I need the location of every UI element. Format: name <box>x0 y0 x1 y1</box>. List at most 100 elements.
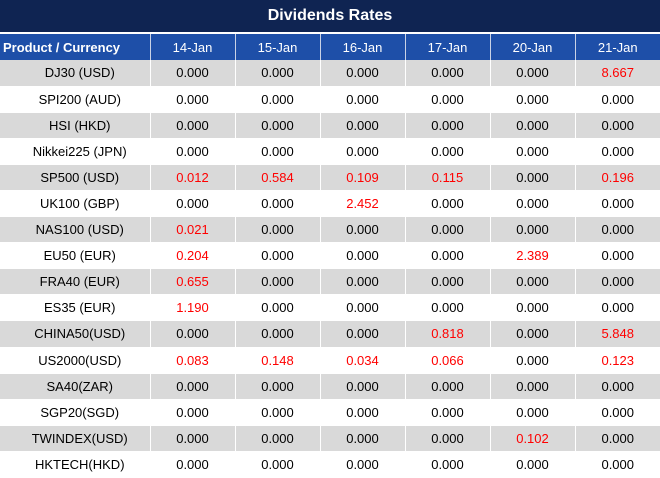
rate-cell: 0.021 <box>149 216 235 243</box>
rate-cell: 0.000 <box>489 112 575 139</box>
rate-cell: 0.000 <box>234 451 320 478</box>
rate-cell: 0.000 <box>489 268 575 295</box>
rate-cell: 0.655 <box>149 268 235 295</box>
rate-cell: 0.000 <box>404 451 490 478</box>
page-title: Dividends Rates <box>0 0 660 34</box>
table-row: SP500 (USD) 0.012 0.584 0.109 0.115 0.000 0.19… <box>0 164 660 191</box>
product-cell: TWINDEX(USD) <box>0 425 150 452</box>
rate-cell: 0.000 <box>404 268 490 295</box>
rate-cell: 0.000 <box>404 190 490 217</box>
rate-cell: 0.000 <box>319 399 405 426</box>
product-cell: SGP20(SGD) <box>0 399 150 426</box>
table-row: HKTECH(HKD) 0.000 0.000 0.000 0.000 0.000 0.00… <box>0 451 660 478</box>
table-row: DJ30 (USD) 0.000 0.000 0.000 0.000 0.000 8.667 <box>0 60 660 87</box>
column-header-product: Product / Currency <box>0 34 150 60</box>
rate-cell: 0.083 <box>149 347 235 374</box>
rate-cell: 0.000 <box>574 294 660 321</box>
rate-cell: 0.000 <box>574 86 660 113</box>
column-header-date: 21-Jan <box>574 34 660 60</box>
rate-cell: 0.000 <box>489 451 575 478</box>
rate-cell: 0.000 <box>319 294 405 321</box>
product-cell: Nikkei225 (JPN) <box>0 138 150 165</box>
rate-cell: 0.204 <box>149 242 235 269</box>
rate-cell: 0.000 <box>149 138 235 165</box>
rate-cell: 0.000 <box>149 425 235 452</box>
product-cell: SA40(ZAR) <box>0 373 150 400</box>
rate-cell: 0.000 <box>404 216 490 243</box>
rate-cell: 0.000 <box>319 112 405 139</box>
rate-cell: 0.000 <box>489 138 575 165</box>
table-body: DJ30 (USD) 0.000 0.000 0.000 0.000 0.000 8.667… <box>0 60 660 478</box>
header-row: Product / Currency 14-Jan 15-Jan 16-Jan … <box>0 34 660 60</box>
rate-cell: 0.000 <box>319 86 405 113</box>
rate-cell: 0.000 <box>234 190 320 217</box>
rate-cell: 0.000 <box>489 294 575 321</box>
dividends-table: Product / Currency 14-Jan 15-Jan 16-Jan … <box>0 34 660 478</box>
rate-cell: 0.000 <box>234 268 320 295</box>
rate-cell: 0.000 <box>574 399 660 426</box>
table-row: NAS100 (USD) 0.021 0.000 0.000 0.000 0.000 0.0… <box>0 216 660 243</box>
rate-cell: 0.102 <box>489 425 575 452</box>
rate-cell: 0.000 <box>234 112 320 139</box>
table-row: HSI (HKD) 0.000 0.000 0.000 0.000 0.000 0.000 <box>0 112 660 139</box>
rate-cell: 0.000 <box>574 268 660 295</box>
rate-cell: 0.000 <box>489 347 575 374</box>
table-row: UK100 (GBP) 0.000 0.000 2.452 0.000 0.000 0.00… <box>0 190 660 217</box>
rate-cell: 0.000 <box>574 451 660 478</box>
rate-cell: 0.000 <box>489 190 575 217</box>
rate-cell: 0.000 <box>319 216 405 243</box>
product-cell: ES35 (EUR) <box>0 294 150 321</box>
rate-cell: 0.000 <box>489 399 575 426</box>
rate-cell: 0.000 <box>234 294 320 321</box>
rate-cell: 0.000 <box>489 320 575 348</box>
rate-cell: 0.109 <box>319 164 405 191</box>
rate-cell: 0.000 <box>404 112 490 139</box>
rate-cell: 8.667 <box>574 60 660 87</box>
rate-cell: 0.000 <box>489 164 575 191</box>
rate-cell: 0.000 <box>404 242 490 269</box>
rate-cell: 0.066 <box>404 347 490 374</box>
product-cell: SPI200 (AUD) <box>0 86 150 113</box>
product-cell: EU50 (EUR) <box>0 242 150 269</box>
rate-cell: 0.000 <box>404 60 490 87</box>
product-cell: NAS100 (USD) <box>0 216 150 243</box>
rate-cell: 0.000 <box>319 242 405 269</box>
column-header-date: 14-Jan <box>149 34 235 60</box>
column-header-date: 15-Jan <box>234 34 320 60</box>
rate-cell: 0.000 <box>149 86 235 113</box>
product-cell: CHINA50(USD) <box>0 320 150 348</box>
rate-cell: 0.000 <box>319 268 405 295</box>
rate-cell: 0.000 <box>489 60 575 87</box>
rate-cell: 0.000 <box>574 242 660 269</box>
rate-cell: 0.000 <box>234 216 320 243</box>
rate-cell: 0.000 <box>319 373 405 400</box>
rate-cell: 0.000 <box>574 138 660 165</box>
rate-cell: 0.000 <box>489 216 575 243</box>
table-row: SPI200 (AUD) 0.000 0.000 0.000 0.000 0.000 0.0… <box>0 86 660 113</box>
rate-cell: 0.000 <box>149 451 235 478</box>
rate-cell: 0.000 <box>319 60 405 87</box>
table-row: FRA40 (EUR) 0.655 0.000 0.000 0.000 0.000 0.00… <box>0 268 660 295</box>
rate-cell: 0.034 <box>319 347 405 374</box>
rate-cell: 0.000 <box>234 425 320 452</box>
table-row: TWINDEX(USD) 0.000 0.000 0.000 0.000 0.102 0.0… <box>0 425 660 452</box>
rate-cell: 0.196 <box>574 164 660 191</box>
rate-cell: 0.000 <box>149 190 235 217</box>
rate-cell: 0.000 <box>149 373 235 400</box>
product-cell: HSI (HKD) <box>0 112 150 139</box>
rate-cell: 0.000 <box>574 190 660 217</box>
rate-cell: 0.000 <box>404 425 490 452</box>
rate-cell: 2.452 <box>319 190 405 217</box>
rate-cell: 0.000 <box>149 112 235 139</box>
rate-cell: 0.000 <box>234 399 320 426</box>
table-row: ES35 (EUR) 1.190 0.000 0.000 0.000 0.000 0.000 <box>0 294 660 321</box>
rate-cell: 0.000 <box>489 86 575 113</box>
rate-cell: 0.584 <box>234 164 320 191</box>
rate-cell: 0.000 <box>574 112 660 139</box>
rate-cell: 0.000 <box>234 242 320 269</box>
rate-cell: 0.123 <box>574 347 660 374</box>
table-row: CHINA50(USD) 0.000 0.000 0.000 0.818 0.000 5.8… <box>0 320 660 348</box>
rate-cell: 0.000 <box>149 399 235 426</box>
rate-cell: 0.000 <box>319 320 405 348</box>
rate-cell: 0.000 <box>404 294 490 321</box>
